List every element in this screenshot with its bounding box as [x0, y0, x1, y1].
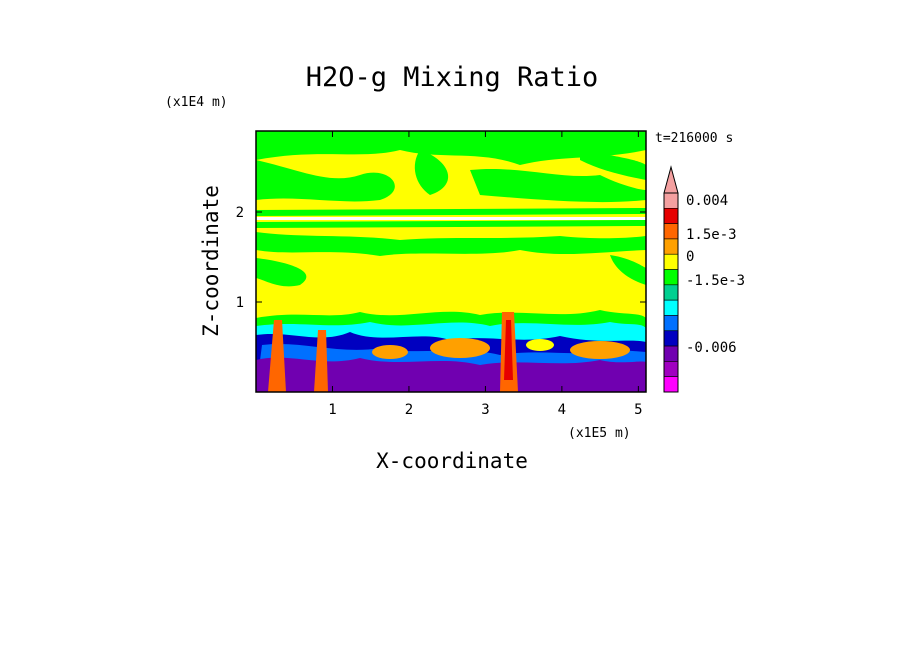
colorbar-label: 1.5e-3: [686, 227, 737, 243]
colorbar-arrow: [663, 165, 679, 194]
colorbar-swatch: [663, 315, 679, 332]
time-label: t=216000 s: [655, 131, 733, 146]
x-axis-label: X-coordinate: [376, 449, 528, 473]
colorbar-swatch: [663, 238, 679, 255]
colorbar: [663, 165, 679, 393]
colorbar-label: 0: [686, 249, 694, 265]
colorbar-swatch: [663, 361, 679, 377]
y-tick-label: 2: [236, 205, 244, 221]
x-tick-label: 2: [405, 402, 413, 418]
plot-frame: [255, 130, 647, 393]
colorbar-labels: 0.004 1.5e-3 0 -1.5e-3 -0.006: [686, 193, 745, 356]
y-scale-label: (x1E4 m): [165, 95, 228, 110]
x-scale-label: (x1E5 m): [568, 426, 631, 441]
colorbar-swatch: [663, 208, 679, 224]
colorbar-swatch: [663, 299, 679, 316]
field-region-lower: [256, 310, 646, 392]
colorbar-label: -0.006: [686, 340, 737, 356]
x-tick-label: 1: [328, 402, 336, 418]
x-tick-label: 5: [634, 402, 642, 418]
field-band-white: [256, 217, 646, 220]
x-axis: 1 2 3 4 5: [328, 131, 643, 418]
colorbar-swatch: [663, 269, 679, 286]
colorbar-label: 0.004: [686, 193, 728, 209]
colorbar-swatch: [663, 345, 679, 362]
colorbar-swatch: [663, 284, 679, 301]
colorbar-swatch: [663, 376, 679, 393]
colorbar-swatch: [663, 223, 679, 240]
x-tick-label: 3: [481, 402, 489, 418]
x-tick-label: 4: [558, 402, 566, 418]
colorbar-swatch: [663, 192, 679, 209]
colorbar-swatch: [663, 330, 679, 347]
y-axis-label: Z-coordinate: [199, 185, 223, 337]
chart-title: H2O-g Mixing Ratio: [306, 62, 599, 93]
colorbar-swatch: [663, 253, 679, 270]
plot-area: [256, 131, 646, 392]
colorbar-label: -1.5e-3: [686, 273, 745, 289]
y-tick-label: 1: [236, 295, 244, 311]
field-region-upper: [256, 131, 646, 287]
y-axis: 12: [236, 205, 646, 311]
colorbar-frame: [663, 192, 679, 393]
